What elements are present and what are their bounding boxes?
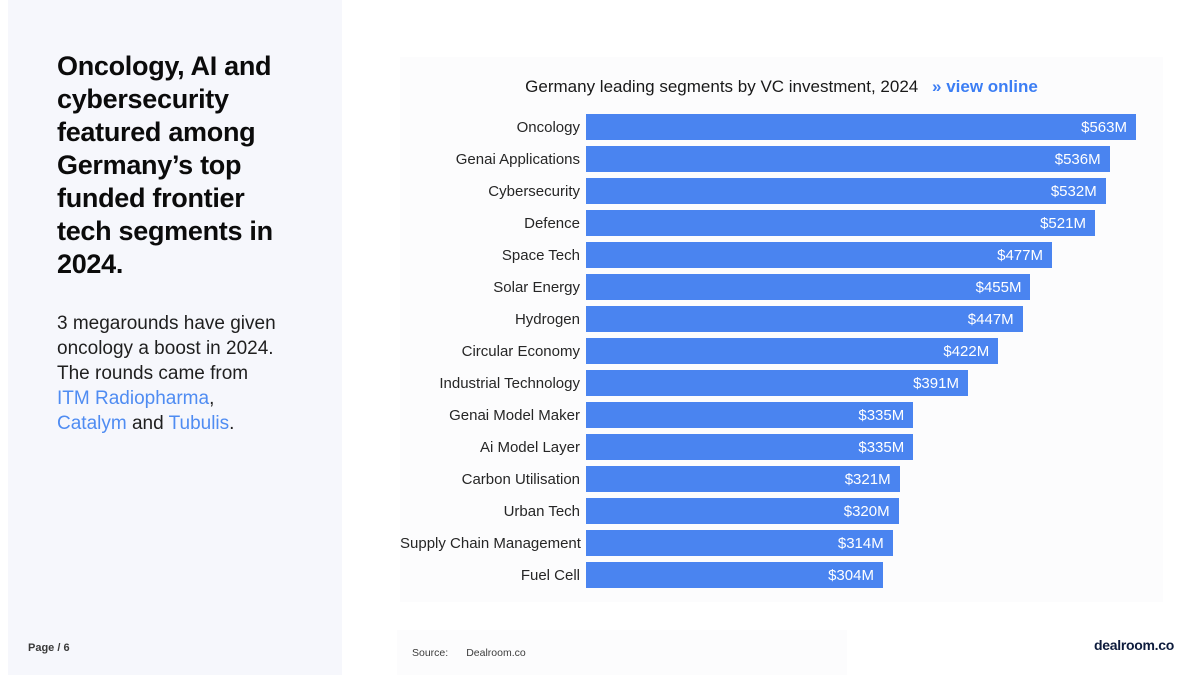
bar: $422M: [586, 338, 999, 364]
bar: $536M: [586, 146, 1110, 172]
bar-category-label: Cybersecurity: [488, 182, 580, 200]
bar-value-label: $455M: [975, 278, 1022, 296]
chart-row: Hydrogen $447M: [400, 306, 1163, 332]
chart-row: Solar Energy $455M: [400, 274, 1163, 300]
bar-category-label: Industrial Technology: [439, 374, 580, 392]
bar-value-label: $477M: [997, 246, 1043, 264]
bar-track: $521M: [586, 210, 1163, 236]
bar-track: $563M: [586, 114, 1163, 140]
chart-title: Germany leading segments by VC investmen…: [400, 57, 1163, 97]
bar-track: $304M: [586, 562, 1163, 588]
chart-row: Ai Model Layer $335M: [400, 434, 1163, 460]
chart-rows: Oncology $563M Genai Applications $536M Cybe…: [400, 114, 1163, 588]
bar-track: $455M: [586, 274, 1163, 300]
bar-value-label: $304M: [828, 566, 874, 584]
bar: $391M: [586, 370, 968, 396]
bar-category-label: Space Tech: [501, 246, 580, 264]
bar-category-label: Supply Chain Management: [400, 534, 581, 552]
page-title: Oncology, AI and cybersecurity featured …: [57, 51, 273, 279]
bar-value-label: $422M: [943, 342, 990, 360]
bar-category-label: Carbon Utilisation: [461, 470, 580, 488]
bar-track: $532M: [586, 178, 1163, 204]
bar: $335M: [586, 434, 914, 460]
bar-value-label: $320M: [843, 502, 890, 520]
bar-track: $314M: [586, 530, 1163, 556]
chart-row: Carbon Utilisation $321M: [400, 466, 1163, 492]
body-text-segment: and: [126, 413, 169, 434]
body-text-segment: ,: [209, 388, 215, 409]
bar: $563M: [586, 114, 1136, 140]
bar-category-label: Ai Model Layer: [479, 438, 580, 456]
bar-category-label: Urban Tech: [503, 502, 580, 520]
bar: $532M: [586, 178, 1106, 204]
source-value: Dealroom.co: [466, 646, 526, 659]
chart-row: Supply Chain Management $314M: [400, 530, 1163, 556]
bar-track: $320M: [586, 498, 1163, 524]
link-itm-radiopharma[interactable]: ITM Radiopharma: [57, 388, 210, 409]
page-number: Page / 6: [28, 642, 70, 654]
bar-value-label: $321M: [844, 470, 891, 488]
body-text-segment: 3 megarounds have given oncology a boost…: [57, 313, 276, 384]
chart-row: Fuel Cell $304M: [400, 562, 1163, 588]
bar: $314M: [586, 530, 893, 556]
chart-title-text: Germany leading segments by VC investmen…: [525, 77, 919, 96]
bar: $447M: [586, 306, 1023, 332]
source-bar: Source: Dealroom.co: [397, 630, 847, 675]
bar-category-label: Oncology: [516, 118, 580, 136]
bar: $304M: [586, 562, 883, 588]
bar-category-label: Hydrogen: [514, 310, 580, 328]
chart-row: Oncology $563M: [400, 114, 1163, 140]
chart-row: Industrial Technology $391M: [400, 370, 1163, 396]
view-online-link[interactable]: » view online: [932, 77, 1038, 96]
bar-track: $321M: [586, 466, 1163, 492]
bar-value-label: $536M: [1054, 150, 1101, 168]
source-label: Source:: [412, 646, 449, 659]
bar-value-label: $335M: [858, 406, 905, 424]
bar: $321M: [586, 466, 900, 492]
bar-category-label: Circular Economy: [461, 342, 580, 360]
bar-category-label: Defence: [524, 214, 580, 232]
chart-row: Urban Tech $320M: [400, 498, 1163, 524]
view-online-label: view online: [946, 77, 1038, 96]
chart-row: Circular Economy $422M: [400, 338, 1163, 364]
bar-track: $477M: [586, 242, 1163, 268]
bar-value-label: $314M: [837, 534, 884, 552]
chart-panel: Germany leading segments by VC investmen…: [400, 57, 1163, 602]
bar-track: $335M: [586, 402, 1163, 428]
bar-track: $536M: [586, 146, 1163, 172]
dealroom-logo: dealroom.co: [1094, 637, 1174, 653]
bar: $521M: [586, 210, 1095, 236]
chevron-right-icon: »: [931, 77, 942, 96]
bar-track: $447M: [586, 306, 1163, 332]
bar-value-label: $563M: [1081, 118, 1127, 136]
bar-track: $391M: [586, 370, 1163, 396]
bar-track: $335M: [586, 434, 1163, 460]
bar-value-label: $532M: [1050, 182, 1097, 200]
bar-track: $422M: [586, 338, 1163, 364]
left-panel: Oncology, AI and cybersecurity featured …: [8, 0, 342, 675]
chart-row: Genai Applications $536M: [400, 146, 1163, 172]
bar: $320M: [586, 498, 899, 524]
link-tubulis[interactable]: Tubulis: [168, 413, 230, 434]
bar: $477M: [586, 242, 1052, 268]
bar-value-label: $335M: [858, 438, 905, 456]
chart-row: Genai Model Maker $335M: [400, 402, 1163, 428]
bar: $335M: [586, 402, 914, 428]
bar-category-label: Fuel Cell: [520, 566, 580, 584]
body-text: 3 megarounds have given oncology a boost…: [57, 311, 285, 436]
chart-row: Cybersecurity $532M: [400, 178, 1163, 204]
bar: $455M: [586, 274, 1031, 300]
bar-value-label: $391M: [913, 374, 959, 392]
bar-category-label: Solar Energy: [493, 278, 580, 296]
bar-value-label: $521M: [1040, 214, 1086, 232]
chart-row: Space Tech $477M: [400, 242, 1163, 268]
chart-row: Defence $521M: [400, 210, 1163, 236]
link-catalym[interactable]: Catalym: [57, 413, 127, 434]
bar-category-label: Genai Model Maker: [449, 406, 580, 424]
bar-category-label: Genai Applications: [455, 150, 580, 168]
body-text-segment: .: [229, 413, 235, 434]
bar-value-label: $447M: [967, 310, 1014, 328]
